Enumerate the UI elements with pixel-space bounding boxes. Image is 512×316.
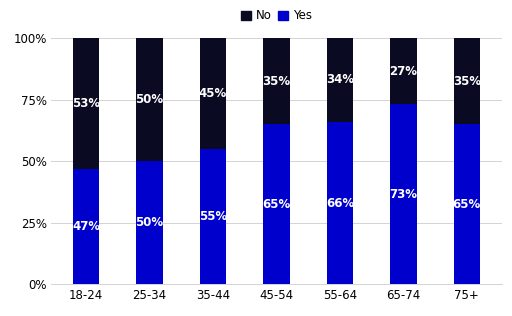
Legend: No, Yes: No, Yes bbox=[241, 9, 312, 22]
Text: 34%: 34% bbox=[326, 73, 354, 86]
Bar bbox=[263, 124, 290, 284]
Text: 50%: 50% bbox=[136, 93, 164, 106]
Bar bbox=[327, 38, 353, 122]
Bar bbox=[390, 38, 417, 105]
Text: 66%: 66% bbox=[326, 197, 354, 210]
Text: 35%: 35% bbox=[263, 75, 290, 88]
Text: 65%: 65% bbox=[262, 198, 291, 211]
Text: 53%: 53% bbox=[72, 97, 100, 110]
Bar bbox=[454, 124, 480, 284]
Bar bbox=[200, 149, 226, 284]
Text: 65%: 65% bbox=[453, 198, 481, 211]
Text: 73%: 73% bbox=[390, 188, 417, 201]
Text: 55%: 55% bbox=[199, 210, 227, 223]
Bar bbox=[73, 38, 99, 168]
Text: 27%: 27% bbox=[390, 65, 417, 78]
Bar bbox=[136, 161, 163, 284]
Text: 50%: 50% bbox=[136, 216, 164, 229]
Text: 45%: 45% bbox=[199, 87, 227, 100]
Bar bbox=[136, 38, 163, 161]
Bar bbox=[263, 38, 290, 124]
Bar bbox=[327, 122, 353, 284]
Bar bbox=[73, 168, 99, 284]
Text: 47%: 47% bbox=[72, 220, 100, 233]
Bar bbox=[200, 38, 226, 149]
Bar bbox=[454, 38, 480, 124]
Bar bbox=[390, 105, 417, 284]
Text: 35%: 35% bbox=[453, 75, 481, 88]
